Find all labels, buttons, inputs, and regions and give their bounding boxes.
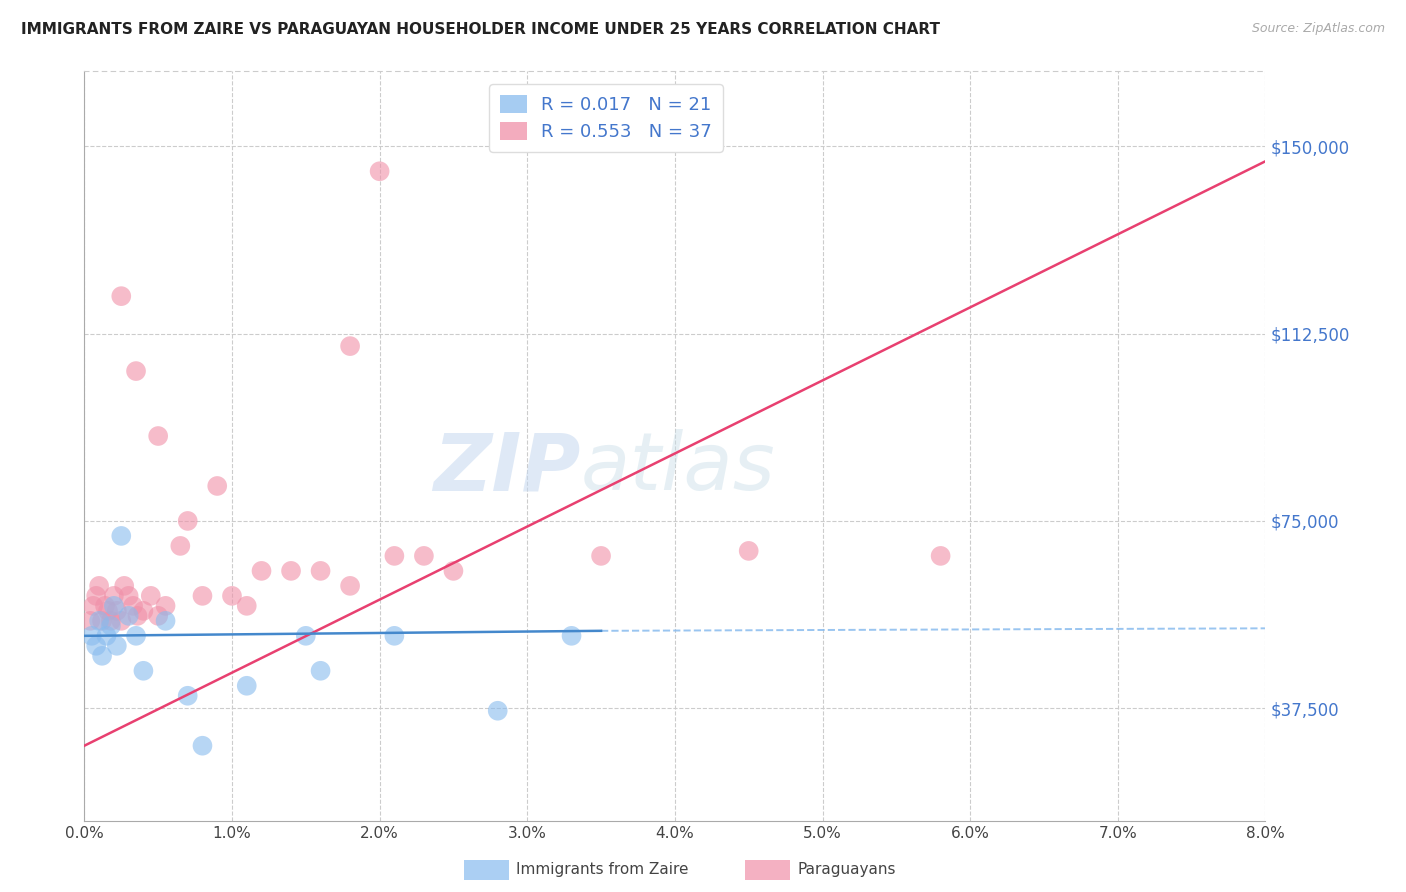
- Point: [295, 629, 318, 643]
- Point: [132, 604, 155, 618]
- Point: [103, 589, 125, 603]
- Point: [929, 549, 952, 563]
- Point: [339, 339, 361, 353]
- Text: Paraguayans: Paraguayans: [797, 863, 896, 877]
- Point: [100, 619, 122, 633]
- Text: IMMIGRANTS FROM ZAIRE VS PARAGUAYAN HOUSEHOLDER INCOME UNDER 25 YEARS CORRELATIO: IMMIGRANTS FROM ZAIRE VS PARAGUAYAN HOUS…: [21, 22, 941, 37]
- Point: [139, 589, 162, 603]
- Point: [110, 289, 132, 303]
- Point: [105, 639, 128, 653]
- Text: Immigrants from Zaire: Immigrants from Zaire: [516, 863, 689, 877]
- Point: [443, 564, 465, 578]
- Point: [155, 614, 177, 628]
- Point: [125, 364, 148, 378]
- Point: [97, 604, 120, 618]
- Point: [118, 608, 141, 623]
- Point: [155, 599, 177, 613]
- Point: [103, 599, 125, 613]
- Point: [236, 599, 259, 613]
- Point: [87, 579, 111, 593]
- Point: [84, 589, 107, 603]
- Point: [80, 629, 103, 643]
- Point: [127, 608, 149, 623]
- Point: [486, 704, 509, 718]
- Point: [148, 608, 170, 623]
- Point: [177, 514, 200, 528]
- Point: [339, 579, 361, 593]
- Point: [118, 589, 141, 603]
- Point: [79, 614, 101, 628]
- Point: [738, 544, 761, 558]
- Point: [207, 479, 229, 493]
- Point: [132, 664, 155, 678]
- Point: [280, 564, 302, 578]
- Point: [105, 604, 128, 618]
- Point: [96, 629, 118, 643]
- Point: [91, 648, 114, 663]
- Point: [368, 164, 391, 178]
- Point: [591, 549, 613, 563]
- Point: [169, 539, 191, 553]
- Point: [94, 599, 117, 613]
- Point: [413, 549, 436, 563]
- Point: [100, 614, 122, 628]
- Point: [250, 564, 273, 578]
- Point: [309, 564, 332, 578]
- Point: [91, 614, 114, 628]
- Point: [82, 599, 104, 613]
- Point: [177, 689, 200, 703]
- Point: [560, 629, 583, 643]
- Point: [110, 614, 132, 628]
- Point: [110, 529, 132, 543]
- Point: [384, 629, 406, 643]
- Point: [84, 639, 107, 653]
- Point: [112, 579, 135, 593]
- Point: [221, 589, 243, 603]
- Legend: R = 0.017   N = 21, R = 0.553   N = 37: R = 0.017 N = 21, R = 0.553 N = 37: [489, 84, 723, 152]
- Text: atlas: atlas: [581, 429, 775, 508]
- Point: [122, 599, 145, 613]
- Text: Source: ZipAtlas.com: Source: ZipAtlas.com: [1251, 22, 1385, 36]
- Point: [87, 614, 111, 628]
- Point: [148, 429, 170, 443]
- Point: [236, 679, 259, 693]
- Point: [309, 664, 332, 678]
- Point: [191, 589, 214, 603]
- Point: [125, 629, 148, 643]
- Point: [384, 549, 406, 563]
- Point: [191, 739, 214, 753]
- Text: ZIP: ZIP: [433, 429, 581, 508]
